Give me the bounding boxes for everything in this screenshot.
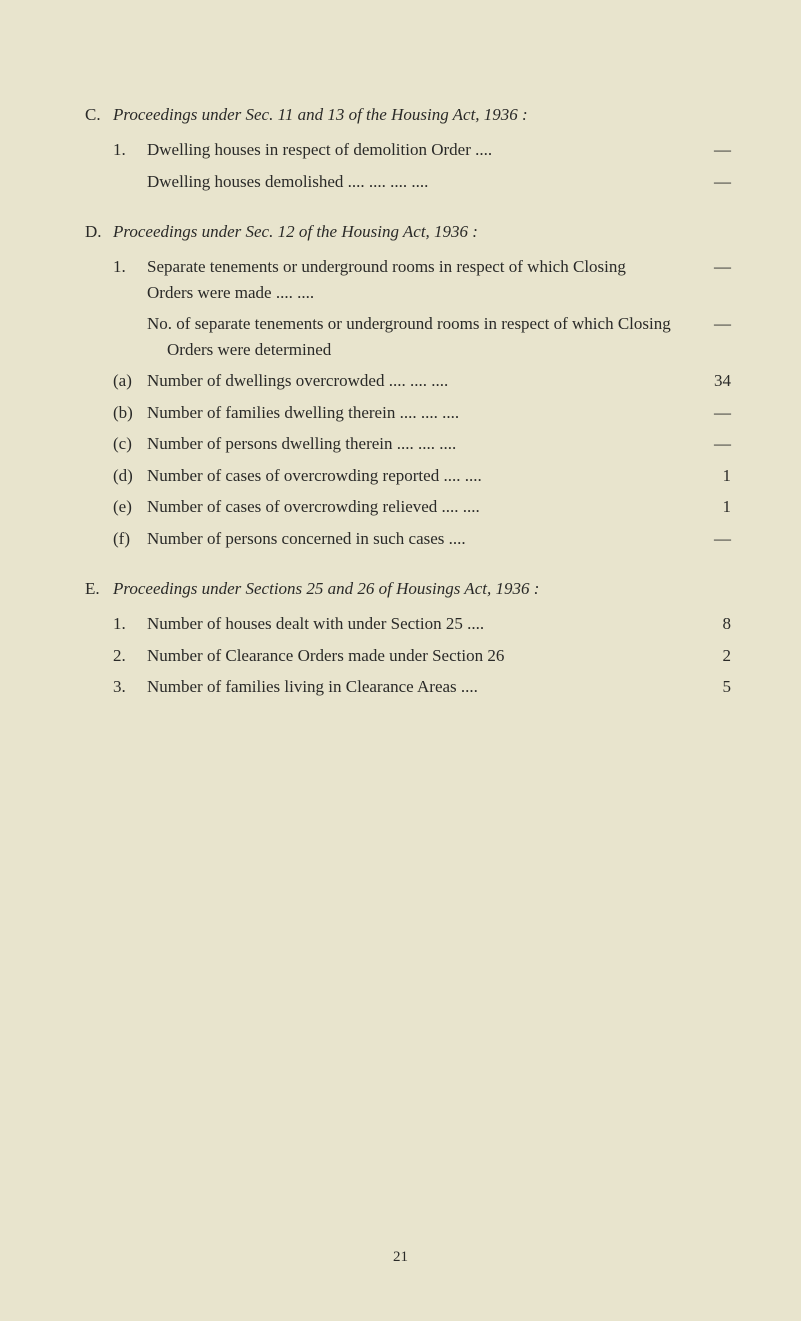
item-row: Dwelling houses demolished .... .... ...… xyxy=(113,169,731,195)
item-text: Number of Clearance Orders made under Se… xyxy=(147,643,691,669)
item-label: 1. xyxy=(113,257,147,277)
section-d: D. Proceedings under Sec. 12 of the Hous… xyxy=(85,222,731,551)
section-d-title: Proceedings under Sec. 12 of the Housing… xyxy=(113,222,731,242)
item-text: Dwelling houses in respect of demolition… xyxy=(147,137,691,163)
section-e-title: Proceedings under Sections 25 and 26 of … xyxy=(113,579,731,599)
item-value: — xyxy=(691,140,731,160)
item-text: Dwelling houses demolished .... .... ...… xyxy=(147,169,691,195)
item-row: 3. Number of families living in Clearanc… xyxy=(113,674,731,700)
section-e: E. Proceedings under Sections 25 and 26 … xyxy=(85,579,731,700)
section-d-label: D. xyxy=(85,222,113,242)
item-text: No. of separate tenements or underground… xyxy=(147,311,691,362)
page-number: 21 xyxy=(393,1249,408,1266)
item-text: Number of cases of overcrowding reported… xyxy=(147,463,691,489)
item-label: 3. xyxy=(113,677,147,697)
item-value: — xyxy=(691,257,731,277)
item-label: (a) xyxy=(113,371,147,391)
item-label: (e) xyxy=(113,497,147,517)
item-text: Number of families living in Clearance A… xyxy=(147,674,691,700)
item-label: (b) xyxy=(113,403,147,423)
item-value: 8 xyxy=(691,614,731,634)
item-value: — xyxy=(691,314,731,334)
item-value: 1 xyxy=(691,466,731,486)
section-c-label: C. xyxy=(85,105,113,125)
item-value: — xyxy=(691,434,731,454)
item-row: 1. Separate tenements or underground roo… xyxy=(113,254,731,305)
item-row: No. of separate tenements or underground… xyxy=(113,311,731,362)
item-row: (c) Number of persons dwelling therein .… xyxy=(113,431,731,457)
section-c: C. Proceedings under Sec. 11 and 13 of t… xyxy=(85,105,731,194)
item-value: — xyxy=(691,172,731,192)
item-value: 1 xyxy=(691,497,731,517)
item-text: Number of houses dealt with under Sectio… xyxy=(147,611,691,637)
item-value: — xyxy=(691,403,731,423)
item-label: 2. xyxy=(113,646,147,666)
item-label: (f) xyxy=(113,529,147,549)
item-label: (c) xyxy=(113,434,147,454)
item-value: — xyxy=(691,529,731,549)
section-c-title: Proceedings under Sec. 11 and 13 of the … xyxy=(113,105,731,125)
item-text: Number of dwellings overcrowded .... ...… xyxy=(147,368,691,394)
item-text: Number of persons dwelling therein .... … xyxy=(147,431,691,457)
item-text: Number of families dwelling therein ....… xyxy=(147,400,691,426)
item-row: (e) Number of cases of overcrowding reli… xyxy=(113,494,731,520)
item-row: (d) Number of cases of overcrowding repo… xyxy=(113,463,731,489)
item-label: 1. xyxy=(113,614,147,634)
item-row: (a) Number of dwellings overcrowded ....… xyxy=(113,368,731,394)
item-value: 2 xyxy=(691,646,731,666)
item-text: Separate tenements or underground rooms … xyxy=(147,254,691,305)
item-row: (b) Number of families dwelling therein … xyxy=(113,400,731,426)
item-text: Number of persons concerned in such case… xyxy=(147,526,691,552)
item-row: (f) Number of persons concerned in such … xyxy=(113,526,731,552)
item-label: 1. xyxy=(113,140,147,160)
item-value: 5 xyxy=(691,677,731,697)
item-value: 34 xyxy=(691,371,731,391)
item-row: 1. Dwelling houses in respect of demolit… xyxy=(113,137,731,163)
item-label: (d) xyxy=(113,466,147,486)
section-e-label: E. xyxy=(85,579,113,599)
item-row: 1. Number of houses dealt with under Sec… xyxy=(113,611,731,637)
item-row: 2. Number of Clearance Orders made under… xyxy=(113,643,731,669)
item-text: Number of cases of overcrowding relieved… xyxy=(147,494,691,520)
